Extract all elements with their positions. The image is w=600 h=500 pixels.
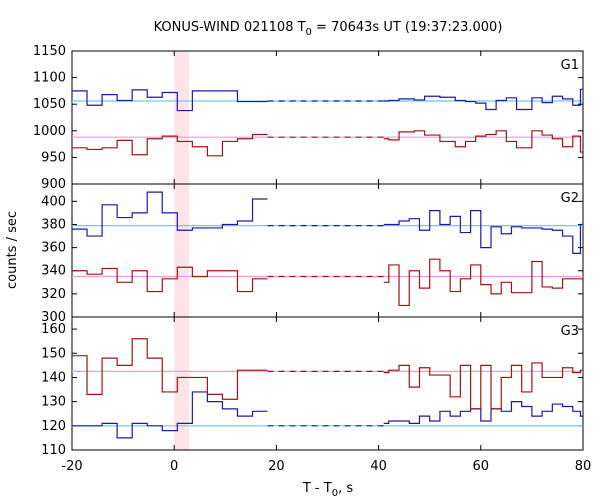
highlight-band-layer [174, 51, 190, 450]
x-tick-label: 0 [170, 459, 178, 474]
title-subscript: 0 [306, 27, 312, 38]
series-red-solid-g3 [72, 338, 268, 400]
y-tick-label: 300 [41, 310, 66, 325]
x-tick-label: 40 [370, 459, 387, 474]
panel-label-g1: G1 [561, 58, 579, 73]
chart-title: KONUS-WIND 021108 T0 = 70643s UT (19:37:… [154, 20, 503, 38]
y-tick-label: 1000 [33, 124, 66, 139]
x-tick-label: 80 [575, 459, 592, 474]
x-axis-label: T - T0, s [302, 481, 353, 499]
y-tick-label: 130 [41, 395, 66, 410]
panel-label-g3: G3 [561, 324, 579, 339]
series-blue-solid-g2 [72, 191, 268, 237]
series-layer [72, 88, 583, 439]
axes-layer: 9009501000105011001150G13003203403603804… [33, 44, 591, 474]
y-tick-label: 140 [41, 370, 66, 385]
y-tick-label: 110 [41, 443, 66, 458]
title-text: KONUS-WIND 021108 T [154, 20, 306, 35]
y-tick-label: 120 [41, 419, 66, 434]
y-tick-label: 160 [41, 322, 66, 337]
x-axis-label-text: T - T [302, 481, 332, 496]
x-tick-label: -20 [61, 459, 82, 474]
x-axis-label-subscript: 0 [332, 488, 338, 499]
y-tick-label: 950 [41, 150, 66, 165]
series-red-solid-g1 [72, 133, 268, 157]
series-blue-solid-g2 [383, 210, 583, 254]
panel-frame-g2 [71, 183, 584, 318]
series-blue-solid-g3 [383, 401, 583, 424]
y-tick-label: 1150 [33, 44, 66, 59]
series-red-solid-g2 [383, 258, 583, 307]
series-red-solid-g1 [383, 130, 583, 153]
x-tick-label: 20 [268, 459, 285, 474]
series-red-solid-g3 [383, 362, 583, 410]
series-blue-solid-g1 [383, 88, 583, 111]
panel-label-g2: G2 [561, 191, 579, 206]
y-tick-label: 360 [41, 241, 66, 256]
y-tick-label: 400 [41, 194, 66, 209]
title-rest: = 70643s UT (19:37:23.000) [312, 20, 502, 35]
y-tick-label: 340 [41, 264, 66, 279]
x-tick-label: 60 [473, 459, 490, 474]
y-tick-label: 1100 [33, 71, 66, 86]
x-axis-label-rest: , s [338, 481, 353, 496]
highlight-band [174, 51, 190, 450]
panel-frame-g3 [71, 316, 584, 451]
y-tick-label: 1050 [33, 97, 66, 112]
y-tick-label: 150 [41, 346, 66, 361]
series-blue-solid-g3 [72, 391, 268, 439]
series-red-solid-g2 [72, 266, 268, 293]
y-tick-label: 320 [41, 287, 66, 302]
y-tick-label: 380 [41, 217, 66, 232]
series-blue-solid-g1 [72, 89, 268, 112]
panel-frame-g1 [71, 50, 584, 185]
y-axis-label: counts / sec [5, 211, 20, 289]
y-tick-label: 900 [41, 177, 66, 192]
